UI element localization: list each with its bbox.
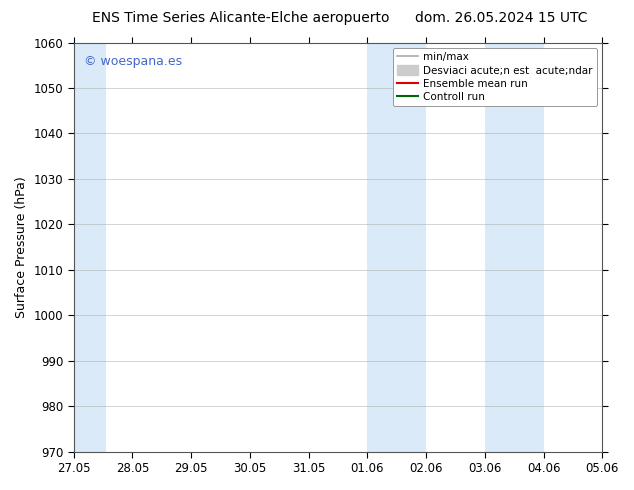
Bar <box>367 43 426 452</box>
Bar <box>74 43 106 452</box>
Legend: min/max, Desviaci acute;n est  acute;ndar, Ensemble mean run, Controll run: min/max, Desviaci acute;n est acute;ndar… <box>393 48 597 106</box>
Text: © woespana.es: © woespana.es <box>84 55 183 68</box>
Bar <box>485 43 543 452</box>
Y-axis label: Surface Pressure (hPa): Surface Pressure (hPa) <box>15 176 28 318</box>
Text: dom. 26.05.2024 15 UTC: dom. 26.05.2024 15 UTC <box>415 11 587 25</box>
Text: ENS Time Series Alicante-Elche aeropuerto: ENS Time Series Alicante-Elche aeropuert… <box>92 11 390 25</box>
